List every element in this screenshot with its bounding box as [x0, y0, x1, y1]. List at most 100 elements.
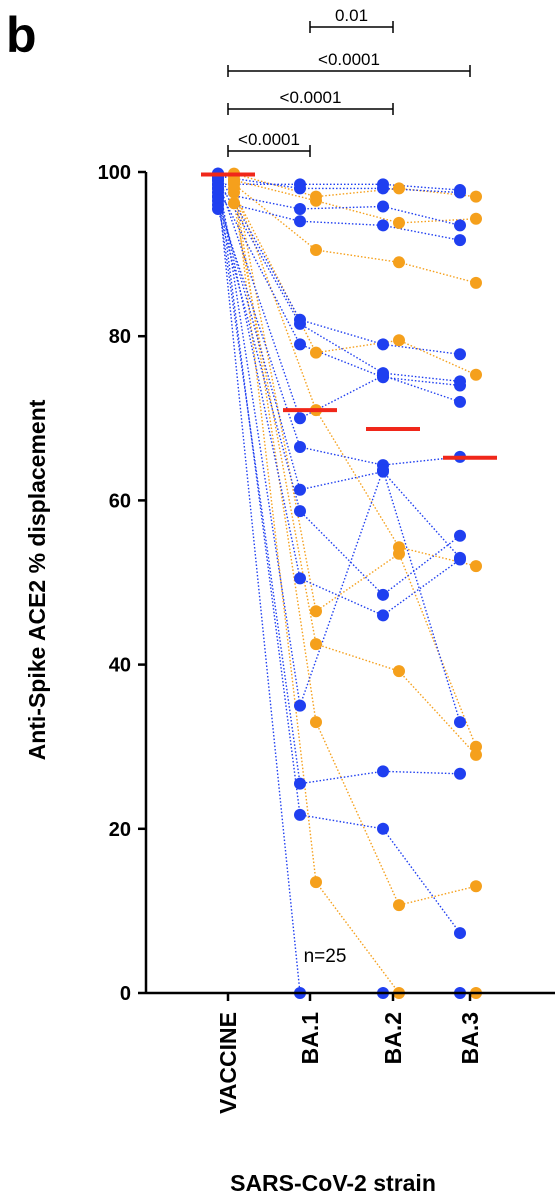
- data-point-orange: [310, 638, 322, 651]
- data-point-orange: [393, 547, 405, 560]
- x-tick-label: VACCINE: [215, 1012, 241, 1114]
- data-point-orange: [393, 256, 405, 269]
- paired-line-orange: [233, 192, 477, 376]
- data-point-orange: [470, 368, 482, 381]
- data-point-blue: [454, 529, 466, 542]
- paired-line-blue: [217, 208, 461, 596]
- data-point-blue: [212, 202, 224, 215]
- y-tick-label: 0: [120, 983, 131, 1005]
- data-point-blue: [212, 182, 224, 195]
- data-point-blue: [454, 234, 466, 247]
- paired-line-orange: [233, 181, 477, 906]
- p-value-label: <0.0001: [318, 50, 380, 69]
- data-point-blue: [294, 699, 306, 712]
- data-point-blue: [294, 441, 306, 454]
- data-point-blue: [454, 927, 466, 940]
- paired-line-orange: [233, 175, 477, 747]
- p-value-label: <0.0001: [280, 88, 342, 107]
- axes: [144, 172, 555, 995]
- median-bars: [201, 172, 497, 460]
- data-point-blue: [377, 182, 389, 195]
- data-point-orange: [470, 740, 482, 753]
- data-point-blue: [454, 219, 466, 232]
- data-point-blue: [294, 808, 306, 821]
- y-tick-label: 20: [109, 819, 131, 841]
- data-point-blue: [454, 186, 466, 199]
- paired-line-blue: [217, 196, 461, 785]
- data-point-blue: [377, 588, 389, 601]
- data-point-orange: [470, 560, 482, 573]
- data-point-orange: [310, 346, 322, 359]
- data-point-orange: [470, 190, 482, 203]
- y-tick-label: 60: [109, 490, 131, 512]
- x-tick-labels: VACCINE BA.1 BA.2 BA.3: [215, 993, 483, 1114]
- data-point-orange: [310, 605, 322, 618]
- data-point-blue: [294, 182, 306, 195]
- data-point-orange: [310, 194, 322, 207]
- data-point-blue: [294, 317, 306, 330]
- paired-line-blue: [217, 200, 461, 241]
- y-ticks: 0 20 40 60 80 100: [98, 162, 146, 1005]
- data-point-blue: [454, 348, 466, 361]
- data-point-orange: [470, 880, 482, 893]
- data-point-orange: [393, 334, 405, 347]
- paired-line-orange: [233, 188, 477, 567]
- data-point-orange: [310, 243, 322, 256]
- paired-line-orange: [233, 183, 477, 284]
- data-point-orange: [470, 748, 482, 761]
- paired-line-blue: [217, 191, 461, 227]
- data-point-blue: [454, 716, 466, 729]
- data-point-blue: [377, 765, 389, 778]
- data-point-blue: [212, 190, 224, 203]
- data-point-blue: [294, 412, 306, 425]
- data-point-blue: [294, 338, 306, 351]
- paired-line-orange: [233, 180, 476, 994]
- y-tick-label: 80: [109, 326, 131, 348]
- paired-line-blue: [217, 179, 461, 420]
- data-point-blue: [377, 822, 389, 835]
- paired-line-orange: [233, 172, 477, 198]
- data-point-blue: [377, 338, 389, 351]
- paired-line-blue: [217, 179, 461, 383]
- data-point-orange: [393, 899, 405, 912]
- data-point-blue: [377, 464, 389, 477]
- data-point-orange: [393, 182, 405, 195]
- data-point-orange: [393, 665, 405, 678]
- data-point-blue: [454, 553, 466, 566]
- x-tick-label: BA.3: [457, 1012, 483, 1064]
- data-point-orange: [310, 876, 322, 889]
- data-point-orange: [228, 197, 240, 210]
- x-tick-label: BA.1: [297, 1012, 323, 1065]
- paired-line-blue: [218, 183, 461, 191]
- data-point-blue: [377, 219, 389, 232]
- data-point-orange: [470, 276, 482, 289]
- data-points: [212, 167, 482, 999]
- paired-line-blue: [217, 188, 460, 994]
- paired-line-blue: [217, 196, 461, 559]
- data-point-blue: [377, 369, 389, 382]
- data-point-blue: [294, 483, 306, 496]
- paired-line-blue: [217, 173, 461, 355]
- data-point-blue: [294, 777, 306, 790]
- data-point-blue: [454, 767, 466, 780]
- data-point-blue: [454, 379, 466, 392]
- data-point-blue: [294, 215, 306, 228]
- paired-line-orange: [233, 179, 477, 224]
- y-tick-label: 100: [98, 162, 131, 184]
- x-tick-label: BA.2: [380, 1012, 406, 1064]
- data-point-orange: [470, 212, 482, 225]
- n-count-label: n=25: [304, 946, 347, 967]
- paired-line-blue: [217, 204, 461, 466]
- significance-brackets: <0.0001 <0.0001 <0.0001 0.01: [227, 6, 471, 157]
- x-axis-label: SARS-CoV-2 strain: [230, 1170, 436, 1196]
- data-point-orange: [310, 716, 322, 729]
- paired-line-orange: [233, 203, 477, 756]
- data-point-blue: [454, 395, 466, 408]
- data-point-orange: [228, 174, 240, 187]
- p-value-label: <0.0001: [238, 130, 300, 149]
- paired-line-blue: [217, 188, 461, 387]
- data-point-orange: [393, 216, 405, 229]
- y-axis-label: Anti-Spike ACE2 % displacement: [24, 399, 50, 760]
- panel-label: b: [6, 7, 37, 63]
